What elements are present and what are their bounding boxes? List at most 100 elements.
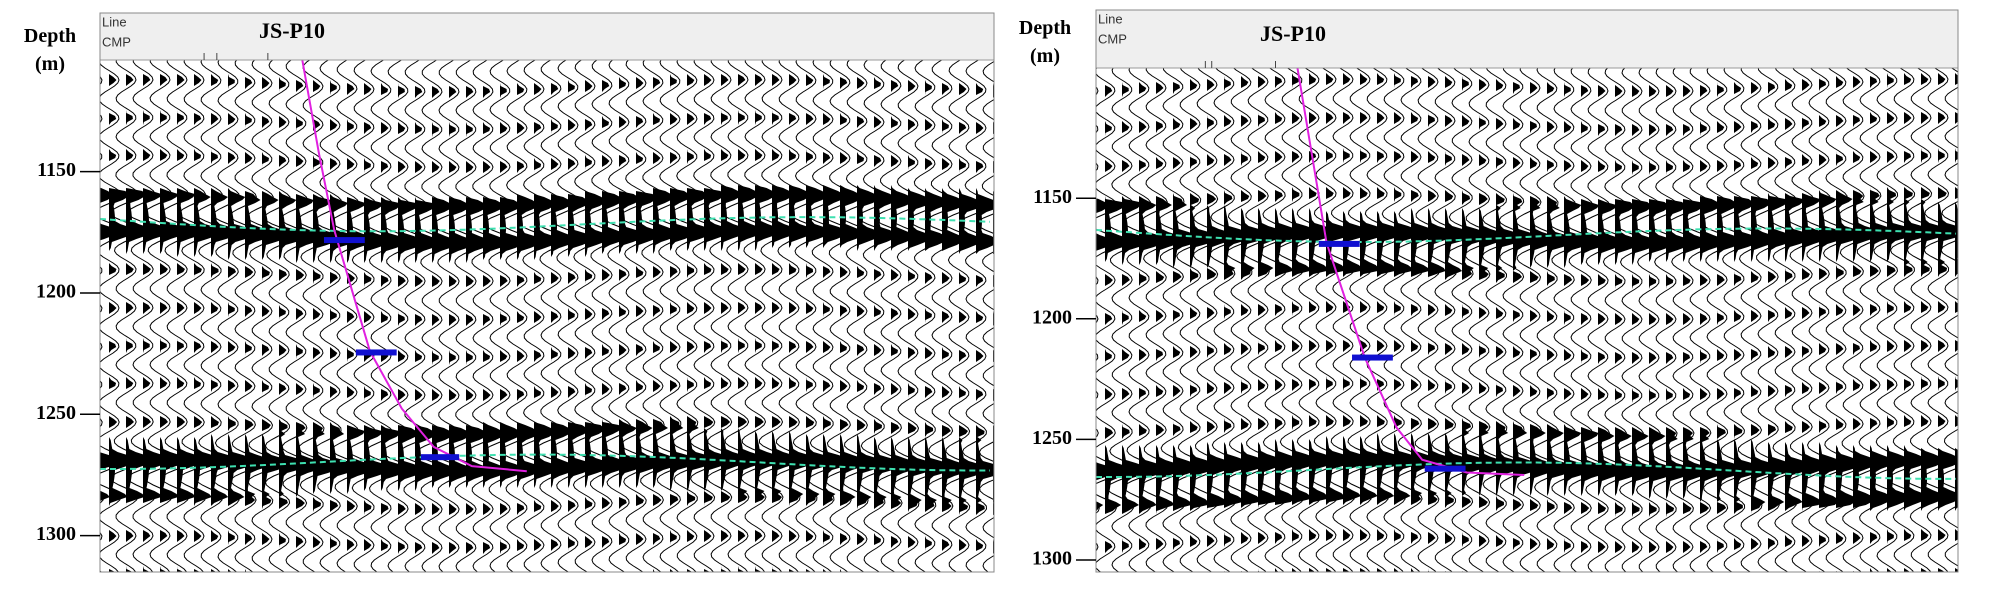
trace [653, 60, 687, 572]
trace [1582, 68, 1614, 572]
trace [263, 60, 296, 572]
trace [1157, 68, 1190, 572]
y-axis-label: Depth (m) [1018, 17, 1072, 67]
trace-fill [1411, 68, 1439, 572]
horizon [1096, 227, 1957, 243]
trace [1853, 68, 1887, 572]
trace [1786, 68, 1818, 572]
trace [483, 60, 516, 572]
trace [314, 60, 347, 572]
trace-fill [1292, 68, 1319, 572]
trace-fill [1343, 68, 1370, 572]
trace [1395, 68, 1428, 572]
trace [806, 60, 840, 572]
trace-fill [1224, 68, 1253, 572]
y-tick-label: 1300 [1032, 548, 1072, 570]
trace-fill [1309, 68, 1336, 572]
trace-fill [551, 60, 576, 572]
trace-fill [1649, 68, 1677, 572]
trace [1633, 68, 1666, 572]
trace-fill [1428, 68, 1456, 572]
trace-fill [1870, 68, 1898, 572]
trace-fill [1360, 68, 1388, 572]
trace [1361, 68, 1394, 572]
trace [959, 60, 993, 572]
horizon [1096, 461, 1957, 480]
trace-fill [483, 60, 508, 572]
trace [1378, 68, 1411, 572]
header-label: CMP [102, 34, 131, 49]
y-tick-label: 1200 [1032, 306, 1072, 328]
trace [1106, 68, 1138, 572]
formation-marker [1424, 465, 1466, 472]
trace-fill [1564, 68, 1592, 572]
trace [1531, 68, 1564, 572]
trace [127, 60, 159, 572]
trace-fill [1853, 68, 1881, 572]
trace-fill [653, 60, 681, 572]
trace-fill [364, 60, 391, 572]
trace [398, 60, 431, 572]
trace-fill [585, 60, 611, 572]
trace [1140, 68, 1172, 572]
trace [1650, 68, 1683, 572]
trace [569, 60, 601, 572]
trace [891, 60, 925, 572]
trace [1310, 68, 1342, 572]
header-label: CMP [1098, 31, 1127, 46]
trace [1887, 68, 1921, 572]
trace-fill [1768, 68, 1796, 572]
trace-fill [619, 60, 646, 572]
formation-marker [1318, 240, 1360, 247]
trace-fill [1615, 68, 1643, 572]
trace [1667, 68, 1700, 572]
seismic-section [100, 60, 994, 572]
trace [415, 60, 448, 572]
y-tick-label: 1200 [36, 281, 76, 303]
trace [1225, 68, 1258, 572]
trace [1429, 68, 1462, 572]
trace [1683, 68, 1717, 572]
trace-fill [1904, 68, 1933, 572]
y-axis-label: Depth (m) [23, 25, 77, 75]
formation-marker [1352, 354, 1393, 361]
trace-fill [1547, 68, 1575, 572]
trace [100, 76, 108, 572]
trace [1803, 68, 1836, 572]
trace [100, 62, 125, 572]
trace-fill [432, 60, 458, 572]
trace [1096, 86, 1105, 552]
horizon [100, 453, 990, 472]
well-name: JS-P10 [259, 18, 325, 43]
trace [161, 60, 193, 572]
trace [1096, 68, 1121, 572]
trace-fill [1683, 68, 1711, 572]
trace [518, 60, 549, 572]
trace-fill [449, 60, 475, 572]
trace-fill [1462, 68, 1491, 572]
trace-fill [1632, 68, 1660, 572]
trace [1769, 68, 1802, 572]
trace-fill [1513, 68, 1542, 572]
trace-fill [347, 60, 374, 572]
horizon [100, 216, 991, 233]
trace-fill [1105, 68, 1132, 572]
trace-fill [1717, 68, 1746, 572]
trace [1208, 68, 1241, 572]
trace [280, 60, 313, 572]
trace-fill [976, 60, 994, 572]
trace [297, 60, 330, 572]
trace [1752, 68, 1784, 572]
trace-fill [823, 60, 851, 572]
trace-fill [1598, 68, 1625, 572]
trace [247, 60, 279, 572]
trace-fill [1479, 68, 1507, 572]
trace [840, 60, 874, 572]
trace-fill [1173, 68, 1201, 572]
trace [857, 60, 891, 572]
header-label: Line [1098, 11, 1123, 26]
trace [874, 60, 908, 572]
trace [212, 60, 245, 572]
trace-fill [1122, 68, 1149, 572]
